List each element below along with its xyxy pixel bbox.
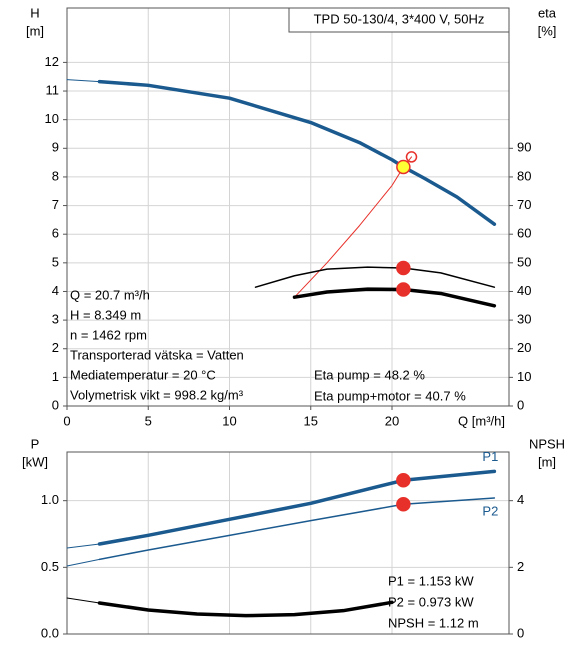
series-line xyxy=(66,79,100,83)
y2-tick-label: 4 xyxy=(517,492,524,507)
operating-point xyxy=(396,282,411,297)
note: Mediatemperatur = 20 °C xyxy=(70,367,216,382)
chart-title: TPD 50-130/4, 3*400 V, 50Hz xyxy=(314,11,485,26)
operating-point xyxy=(396,497,411,512)
title-box xyxy=(288,7,510,33)
y-tick-label: 4 xyxy=(52,283,59,298)
note: NPSH = 1.12 m xyxy=(388,615,479,630)
y2-tick-label: 50 xyxy=(517,254,531,269)
y2-tick-label: 0 xyxy=(517,625,524,640)
y-axis-label: [kW] xyxy=(22,454,48,469)
note: Transporterad vätska = Vatten xyxy=(70,347,244,362)
series-line xyxy=(98,497,496,561)
note: n = 1462 rpm xyxy=(70,327,147,342)
y2-tick-label: 60 xyxy=(517,226,531,241)
y2-tick-label: 2 xyxy=(517,559,524,574)
y2-tick-label: 80 xyxy=(517,168,531,183)
series-line xyxy=(66,558,100,567)
y-tick-label: 3 xyxy=(52,312,59,327)
y-tick-label: 1.0 xyxy=(41,492,59,507)
y-tick-label: 1 xyxy=(52,369,59,384)
operating-point xyxy=(405,151,418,163)
y-tick-label: 12 xyxy=(45,54,59,69)
operating-point xyxy=(396,473,411,488)
y-tick-label: 0.0 xyxy=(41,625,59,640)
x-axis-label: Q [m³/h] xyxy=(458,413,505,428)
operating-point xyxy=(396,260,411,276)
x-tick-label: 20 xyxy=(385,413,399,428)
note: Volymetrisk vikt = 998.2 kg/m³ xyxy=(70,387,244,402)
note: P2 = 0.973 kW xyxy=(388,594,474,609)
note: Eta pump = 48.2 % xyxy=(314,367,425,382)
y2-axis-label: NPSH xyxy=(529,436,565,451)
y2-tick-label: 30 xyxy=(517,312,531,327)
y-tick-label: 8 xyxy=(52,168,59,183)
x-tick-label: 0 xyxy=(63,413,70,428)
y-tick-label: 6 xyxy=(52,226,59,241)
series-line xyxy=(97,600,394,618)
y2-tick-label: 40 xyxy=(517,283,531,298)
series-line xyxy=(97,469,497,546)
series-line xyxy=(294,156,412,298)
plot-frame xyxy=(66,7,510,407)
plot-frame xyxy=(66,451,510,635)
y-tick-label: 2 xyxy=(52,340,59,355)
y2-axis-label: [%] xyxy=(538,23,557,38)
note: P1 = 1.153 kW xyxy=(388,573,474,588)
y-tick-label: 9 xyxy=(52,140,59,155)
y2-tick-label: 90 xyxy=(517,140,531,155)
series-line xyxy=(254,266,496,288)
series-line xyxy=(292,287,497,308)
y2-tick-label: 70 xyxy=(517,197,531,212)
y-tick-label: 10 xyxy=(45,111,59,126)
y-tick-label: 0.5 xyxy=(41,559,59,574)
y2-axis-label: [m] xyxy=(538,454,556,469)
y-tick-label: 5 xyxy=(52,254,59,269)
x-tick-label: 5 xyxy=(145,413,152,428)
operating-point xyxy=(396,159,411,175)
series-line xyxy=(97,79,497,226)
y-axis-label: H xyxy=(30,5,39,20)
y2-tick-label: 20 xyxy=(517,340,531,355)
y-axis-label: P xyxy=(31,436,40,451)
note: H = 8.349 m xyxy=(70,307,141,322)
y-tick-label: 0 xyxy=(52,397,59,412)
series-label: P2 xyxy=(482,503,498,518)
y-tick-label: 7 xyxy=(52,197,59,212)
y2-tick-label: 0 xyxy=(517,397,524,412)
series-label: P1 xyxy=(482,449,498,464)
y2-tick-label: 10 xyxy=(517,369,531,384)
series-line xyxy=(66,597,100,604)
note: Q = 20.7 m³/h xyxy=(70,287,150,302)
y-axis-label: [m] xyxy=(26,23,44,38)
y-tick-label: 11 xyxy=(46,82,60,97)
x-tick-label: 10 xyxy=(222,413,236,428)
note: Eta pump+motor = 40.7 % xyxy=(314,388,466,403)
x-tick-label: 15 xyxy=(304,413,318,428)
y2-axis-label: eta xyxy=(538,5,557,20)
series-line xyxy=(66,543,100,549)
